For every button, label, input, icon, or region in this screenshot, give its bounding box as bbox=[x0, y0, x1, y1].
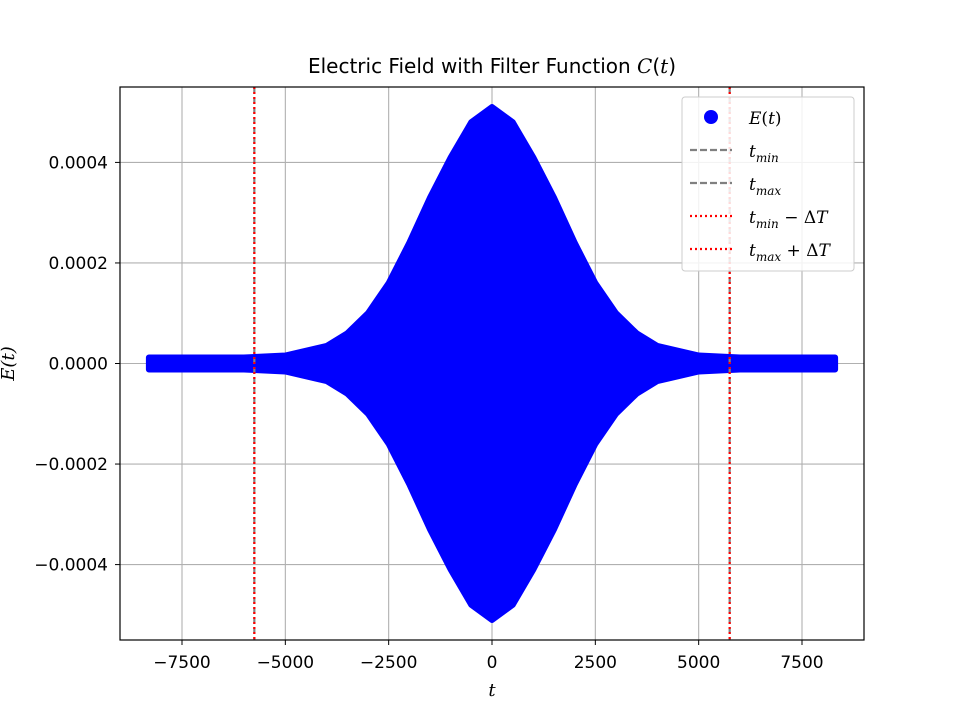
series-e-t-points bbox=[145, 104, 839, 623]
legend-box bbox=[681, 96, 855, 272]
legend: E(t) tmin tmax tmin − ΔT tmax + ΔT bbox=[681, 96, 855, 272]
legend-entry: tmin − ΔT bbox=[690, 208, 829, 231]
ticks-layer: −7500 −5000 −2500 0 2500 5000 7500 −0.0004 −0.00… bbox=[34, 153, 823, 673]
legend-label: E(t) bbox=[748, 109, 782, 129]
legend-label: tmax bbox=[749, 175, 781, 198]
data-layer bbox=[145, 104, 839, 623]
legend-entry: E(t) bbox=[704, 109, 782, 129]
y-tick-label: −0.0002 bbox=[34, 455, 108, 475]
y-tick-label: 0.0000 bbox=[49, 355, 108, 375]
legend-label: tmin bbox=[749, 142, 779, 165]
x-tick-label: 5000 bbox=[677, 653, 720, 673]
legend-entry: tmax + ΔT bbox=[690, 241, 832, 264]
y-axis-label: E(t) bbox=[0, 346, 19, 381]
legend-marker-scatter bbox=[704, 110, 718, 124]
legend-label: tmin − ΔT bbox=[749, 208, 829, 231]
x-tick-label: −5000 bbox=[257, 653, 315, 673]
x-tick-label: 0 bbox=[487, 653, 498, 673]
x-tick-label: −7500 bbox=[153, 653, 211, 673]
y-tick-label: 0.0002 bbox=[49, 254, 108, 274]
legend-entry: tmin bbox=[690, 142, 779, 165]
y-tick-label: −0.0004 bbox=[34, 556, 108, 576]
x-tick-label: 7500 bbox=[780, 653, 823, 673]
legend-entry: tmax bbox=[690, 175, 781, 198]
x-axis-label: t bbox=[488, 680, 496, 701]
y-tick-label: 0.0004 bbox=[49, 153, 108, 173]
chart-title: Electric Field with Filter Function C(t) bbox=[308, 54, 676, 78]
legend-label: tmax + ΔT bbox=[749, 241, 832, 264]
x-tick-label: −2500 bbox=[360, 653, 418, 673]
x-tick-label: 2500 bbox=[574, 653, 617, 673]
